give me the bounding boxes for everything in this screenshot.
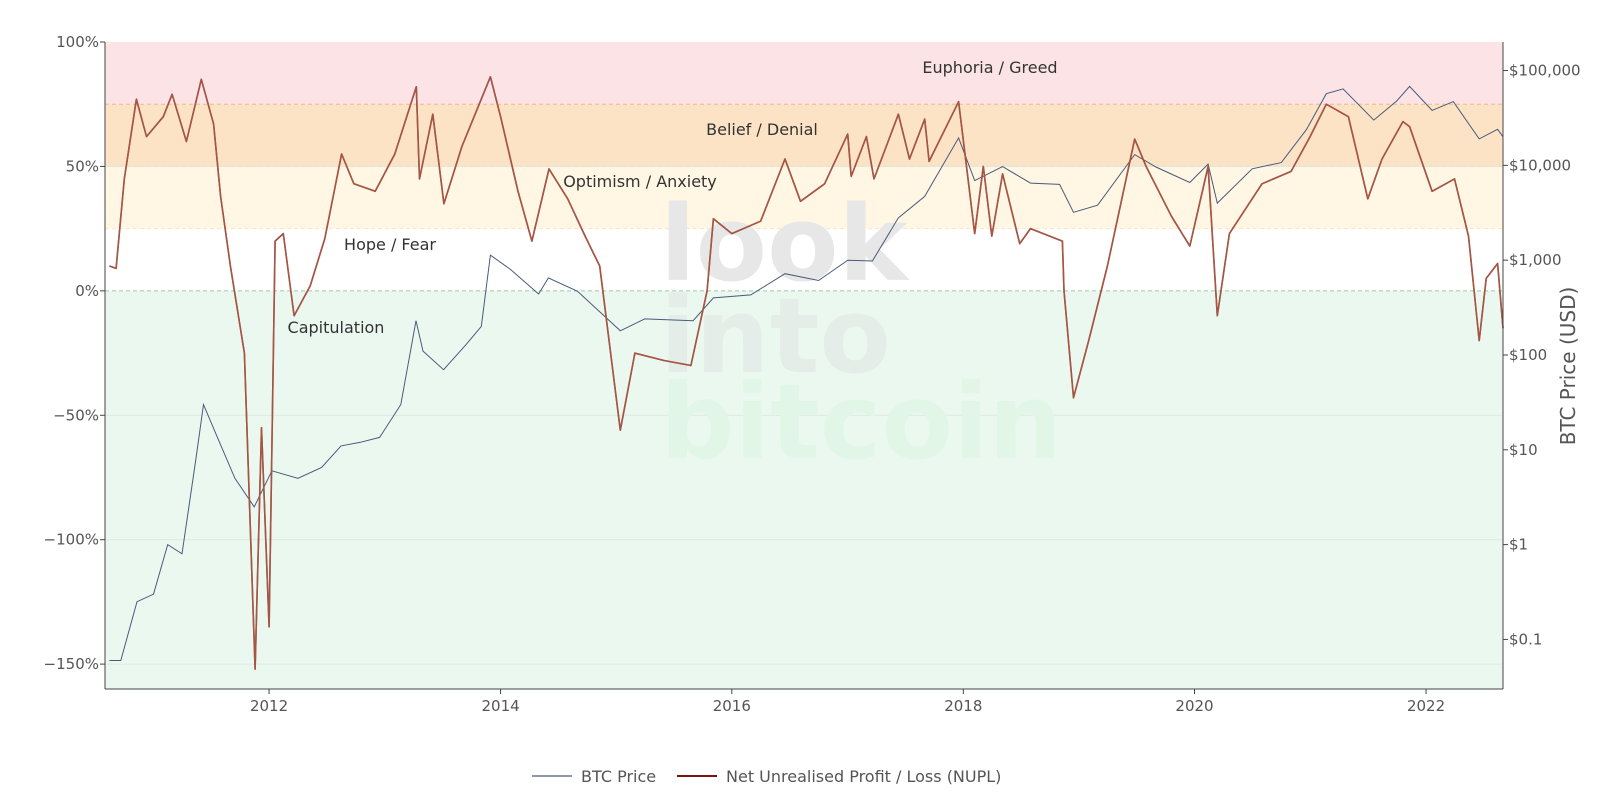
series-layer xyxy=(109,76,1504,670)
zone-band-0 xyxy=(105,42,1503,105)
watermark-word-2: into xyxy=(660,275,891,397)
left-tick-label-1: 50% xyxy=(66,157,99,175)
zone-band-3 xyxy=(105,228,1503,291)
zone-label-3: Hope / Fear xyxy=(344,235,436,254)
right-tick-label-3: $100 xyxy=(1509,346,1547,364)
right-tick-label-2: $1,000 xyxy=(1509,251,1562,269)
watermark: look into bitcoin xyxy=(660,183,1063,483)
x-tick-label-2: 2016 xyxy=(713,697,751,715)
right-tick-label-0: $100,000 xyxy=(1509,62,1581,80)
right-axis-title: BTC Price (USD) xyxy=(1556,287,1580,446)
right-tick-label-5: $1 xyxy=(1509,536,1528,554)
left-tick-label-4: −100% xyxy=(44,531,99,549)
left-tick-label-0: 100% xyxy=(56,33,99,51)
zone-label-1: Belief / Denial xyxy=(706,120,818,139)
zone-label-4: Capitulation xyxy=(288,318,385,337)
legend-btc-label: BTC Price xyxy=(581,767,656,786)
right-tick-label-4: $10 xyxy=(1509,441,1538,459)
zone-labels: Euphoria / Greed Belief / Denial Optimism … xyxy=(288,58,1058,337)
x-tick-label-0: 2012 xyxy=(250,697,288,715)
right-tick-label-6: $0.1 xyxy=(1509,630,1542,648)
gridlines xyxy=(105,165,1503,665)
zone-band-4 xyxy=(105,290,1503,689)
legend-nupl-label: Net Unrealised Profit / Loss (NUPL) xyxy=(726,767,1001,786)
left-tick-label-3: −50% xyxy=(53,406,99,424)
watermark-word-1: look xyxy=(660,183,911,305)
sentiment-zones xyxy=(105,42,1503,689)
x-tick-label-4: 2020 xyxy=(1175,697,1213,715)
left-tick-label-2: 0% xyxy=(75,282,99,300)
x-tick-label-3: 2018 xyxy=(944,697,982,715)
zone-label-0: Euphoria / Greed xyxy=(922,58,1057,77)
zone-label-2: Optimism / Anxiety xyxy=(563,172,717,191)
watermark-word-3: bitcoin xyxy=(660,361,1063,483)
axes: 100% 50% 0% −50% −100% −150% $100,000 $10,000 $1… xyxy=(44,33,1581,715)
right-tick-label-1: $10,000 xyxy=(1509,156,1571,174)
legend: BTC Price Net Unrealised Profit / Loss (… xyxy=(532,767,1001,786)
x-tick-label-1: 2014 xyxy=(481,697,519,715)
series-nupl-line-tint xyxy=(109,76,1504,670)
x-tick-label-5: 2022 xyxy=(1407,697,1445,715)
zone-band-1 xyxy=(105,104,1503,167)
left-tick-label-5: −150% xyxy=(44,655,99,673)
zone-band-2 xyxy=(105,166,1503,229)
